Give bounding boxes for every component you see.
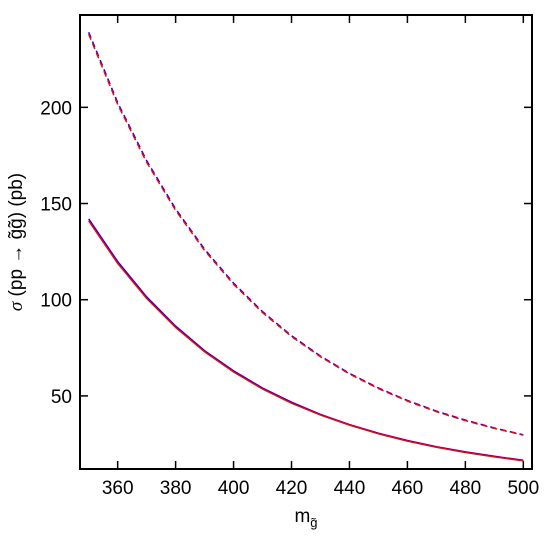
y-axis-title: σ (pp → g̃g̃) (pb) <box>6 173 27 311</box>
y-axis-title-text: (pp → g̃g̃) (pb) <box>6 173 27 302</box>
x-axis-title-base: m <box>294 506 310 527</box>
series-line-2 <box>88 32 524 436</box>
x-tick-label-460: 460 <box>392 478 424 499</box>
y-axis-title-symbol: σ <box>6 301 27 311</box>
series-line-0 <box>88 218 524 462</box>
y-tick-label-150: 150 <box>40 195 72 216</box>
x-tick-label-400: 400 <box>218 478 250 499</box>
plot-frame <box>79 14 533 470</box>
x-tick-label-440: 440 <box>334 478 366 499</box>
tick-group <box>80 15 532 469</box>
tick-label-group: 360 380 400 420 440 460 480 500 50 100 150 200 <box>40 98 539 499</box>
x-tick-label-380: 380 <box>160 478 192 499</box>
x-tick-label-480: 480 <box>450 478 482 499</box>
x-tick-label-420: 420 <box>276 478 308 499</box>
x-axis-title-sub: g̃ <box>310 515 317 530</box>
series-line-3 <box>88 33 524 436</box>
x-tick-label-360: 360 <box>102 478 134 499</box>
y-tick-label-100: 100 <box>40 291 72 312</box>
series-group <box>88 32 524 462</box>
series-line-1 <box>88 220 524 462</box>
y-tick-label-50: 50 <box>51 387 72 408</box>
y-tick-label-200: 200 <box>40 98 72 119</box>
x-axis-title: mg̃ <box>294 506 317 530</box>
x-tick-label-500: 500 <box>507 478 539 499</box>
